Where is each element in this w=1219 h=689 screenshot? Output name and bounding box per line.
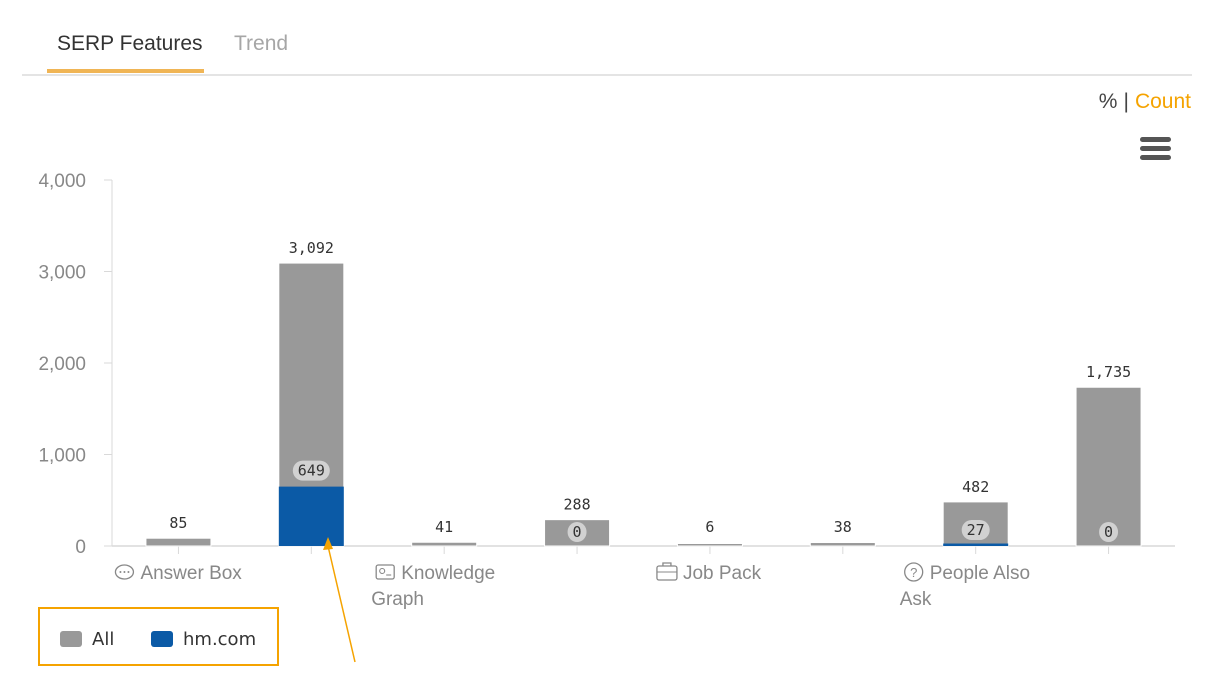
data-label-total: 85 [169,514,187,532]
bar-all [411,541,478,547]
legend-label-hm-com: hm.com [183,629,257,650]
data-label-total: 1,735 [1086,363,1131,381]
legend-swatch-hm-com [151,631,173,647]
legend-swatch-all [60,631,82,647]
y-tick-label: 2,000 [38,354,86,375]
x-category-text: Job Pack [683,563,762,584]
x-category-text: Graph [371,589,424,610]
bars [145,262,1142,547]
speech-bubble-dot [127,571,130,573]
x-category-text: People Also [930,563,1030,584]
bar-hm-com [943,543,1009,546]
data-label-inner-bg [961,520,990,540]
speech-bubble-dot [119,571,122,573]
speech-bubble-dot [123,571,126,573]
bar-all [676,543,743,547]
y-tick-label: 3,000 [38,263,86,284]
speech-bubble-icon [114,564,135,580]
hamburger-menu-icon[interactable] [1140,137,1172,161]
x-category-text: Knowledge [401,563,495,584]
chart-legend: All hm.com [38,607,279,666]
data-label-hm-com: 0 [573,523,582,541]
percent-toggle[interactable]: % [1098,90,1118,113]
bar-all [145,537,212,547]
y-axis: 0 1,000 2,000 3,000 4,000 [38,171,113,558]
bar-all [809,542,876,547]
data-label-total: 38 [834,518,852,536]
tab-bar: SERP Features Trend [22,22,1192,76]
briefcase-icon [656,565,678,581]
data-label-hm-com: 27 [967,521,985,539]
briefcase-handle [662,562,672,566]
x-category-label: ? People Also Ask [900,562,1030,610]
data-label-total: 6 [705,518,714,536]
toggle-separator: | [1123,90,1129,113]
y-tick-label: 0 [75,537,86,558]
tab-serp-features[interactable]: SERP Features [57,32,203,55]
x-category-text: Answer Box [140,563,242,584]
question-mark: ? [910,565,917,580]
x-category-label: Knowledge Graph [371,563,495,610]
data-label-total: 288 [564,496,591,514]
data-label-inner-bg [567,522,587,542]
question-circle-icon [904,562,924,582]
legend-label-all: All [92,629,115,650]
data-label-inner-bg [292,460,330,481]
tab-trend[interactable]: Trend [234,32,289,55]
data-label-total: 41 [435,518,453,536]
knowledge-card-icon [375,564,395,580]
y-tick-label: 4,000 [38,171,86,192]
y-tick-label: 1,000 [38,446,86,467]
bar-all [1075,386,1142,547]
annotation-arrow [323,537,356,663]
x-axis: Answer Box Knowledge Graph Job Pack? People … [112,545,1175,610]
data-label-total: 482 [962,478,989,496]
x-category-text: Ask [900,589,932,610]
active-tab-indicator [47,69,204,73]
legend-item-all[interactable]: All [60,629,114,650]
data-labels: 85 3,092 649 41 288 0 6 38 482 27 1,735 0 [169,239,1131,542]
count-toggle[interactable]: Count [1134,90,1191,113]
bar-hm-com [278,486,344,546]
value-mode-toggle: % | Count [1099,90,1191,114]
legend-item-hm-com[interactable]: hm.com [151,629,256,650]
knowledge-card-dot [379,567,386,575]
x-category-label: Answer Box [114,563,242,584]
data-label-hm-com: 0 [1104,523,1113,541]
data-label-total: 3,092 [289,239,334,257]
data-label-inner-bg [1099,522,1119,542]
x-category-label: Job Pack [656,562,762,584]
data-label-hm-com: 649 [298,462,325,480]
